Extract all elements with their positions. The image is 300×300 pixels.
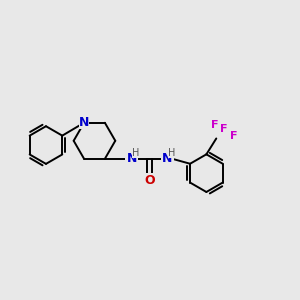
Text: H: H	[168, 148, 175, 158]
Text: H: H	[132, 148, 139, 158]
Text: F: F	[230, 130, 238, 140]
Text: F: F	[211, 120, 218, 130]
Text: O: O	[144, 174, 155, 187]
Text: F: F	[220, 124, 228, 134]
Text: N: N	[162, 152, 172, 165]
Text: N: N	[79, 116, 89, 129]
Text: N: N	[126, 152, 137, 165]
